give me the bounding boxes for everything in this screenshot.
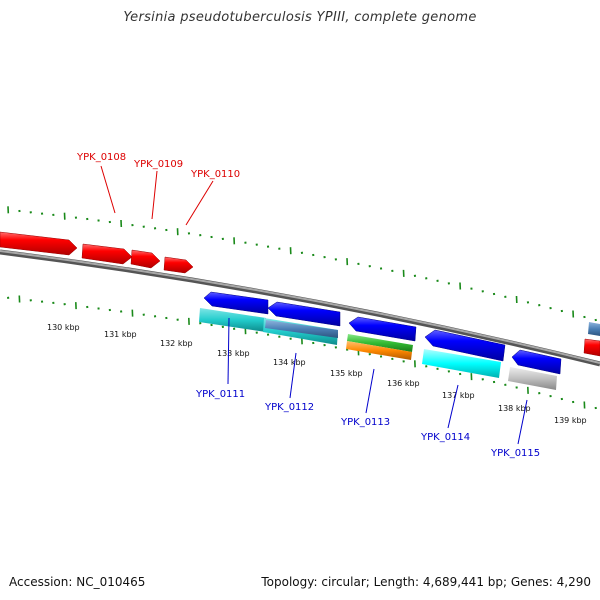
gene-tags: YPK_0108 YPK_0109 YPK_0110 YPK_0111 YPK_… (76, 152, 540, 459)
callout-lines (100, 165, 528, 445)
scale-ticks-upper (7, 206, 597, 322)
accession-label: Accession: NC_010465 (9, 575, 146, 589)
scale-label-134: 134 kbp (273, 358, 306, 367)
gene-arrow-ypk-0111[interactable] (203, 291, 269, 315)
genome-summary: Topology: circular; Length: 4,689,441 bp… (261, 575, 591, 589)
scale-label-131: 131 kbp (104, 330, 137, 339)
gene-tag-ypk-0115[interactable]: YPK_0115 (490, 448, 540, 459)
scale-label-135: 135 kbp (330, 369, 363, 378)
gene-arrow-ypk-0114[interactable] (424, 329, 506, 362)
scale-label-136: 136 kbp (387, 379, 420, 388)
scale-label-133: 133 kbp (217, 349, 250, 358)
feature-bar-silver[interactable] (508, 367, 557, 390)
feature-bar-steel-blue[interactable] (265, 320, 338, 338)
gene-tag-ypk-0112[interactable]: YPK_0112 (264, 402, 314, 413)
gene-tag-ypk-0109[interactable]: YPK_0109 (133, 159, 183, 170)
feature-bar-cyan[interactable] (199, 308, 266, 332)
gene-arrow-ypk-0108[interactable] (81, 243, 133, 265)
gene-arrow-ypk-0112[interactable] (267, 301, 341, 327)
feature-bar-green[interactable] (347, 334, 413, 352)
map-title: Yersinia pseudotuberculosis YPIII, compl… (123, 10, 477, 25)
gene-arrow-ypk-0115[interactable] (511, 349, 562, 375)
gene-tag-ypk-0110[interactable]: YPK_0110 (190, 169, 240, 180)
scale-labels: 130 kbp 131 kbp 132 kbp 133 kbp 134 kbp … (47, 323, 587, 425)
gene-tag-ypk-0108[interactable]: YPK_0108 (76, 152, 126, 163)
scale-label-137: 137 kbp (442, 391, 475, 400)
gene-arrow-ypk-0110[interactable] (163, 256, 194, 274)
scale-label-132: 132 kbp (160, 339, 193, 348)
gene-arrow-ypk-0113[interactable] (348, 316, 417, 342)
gene-arrow-ypk-0109[interactable] (130, 249, 161, 269)
gene-tag-ypk-0114[interactable]: YPK_0114 (420, 432, 470, 443)
feature-bar-orange[interactable] (346, 341, 412, 360)
scale-label-130: 130 kbp (47, 323, 80, 332)
gene-arrow-ypk-0107[interactable] (0, 231, 78, 256)
scale-label-138: 138 kbp (498, 404, 531, 413)
forward-strand-genes (0, 231, 600, 357)
reverse-strand-genes (203, 291, 562, 375)
gene-tag-ypk-0111[interactable]: YPK_0111 (195, 389, 245, 400)
feature-bars (199, 308, 600, 390)
feature-bar-offscreen-steel[interactable] (588, 322, 600, 336)
gene-tag-ypk-0113[interactable]: YPK_0113 (340, 417, 390, 428)
feature-bar-light-cyan[interactable] (422, 349, 501, 378)
gene-arrow-offscreen-red[interactable] (583, 338, 600, 357)
scale-label-139: 139 kbp (554, 416, 587, 425)
genome-backbone (0, 249, 600, 367)
scale-ticks-lower (7, 295, 597, 410)
